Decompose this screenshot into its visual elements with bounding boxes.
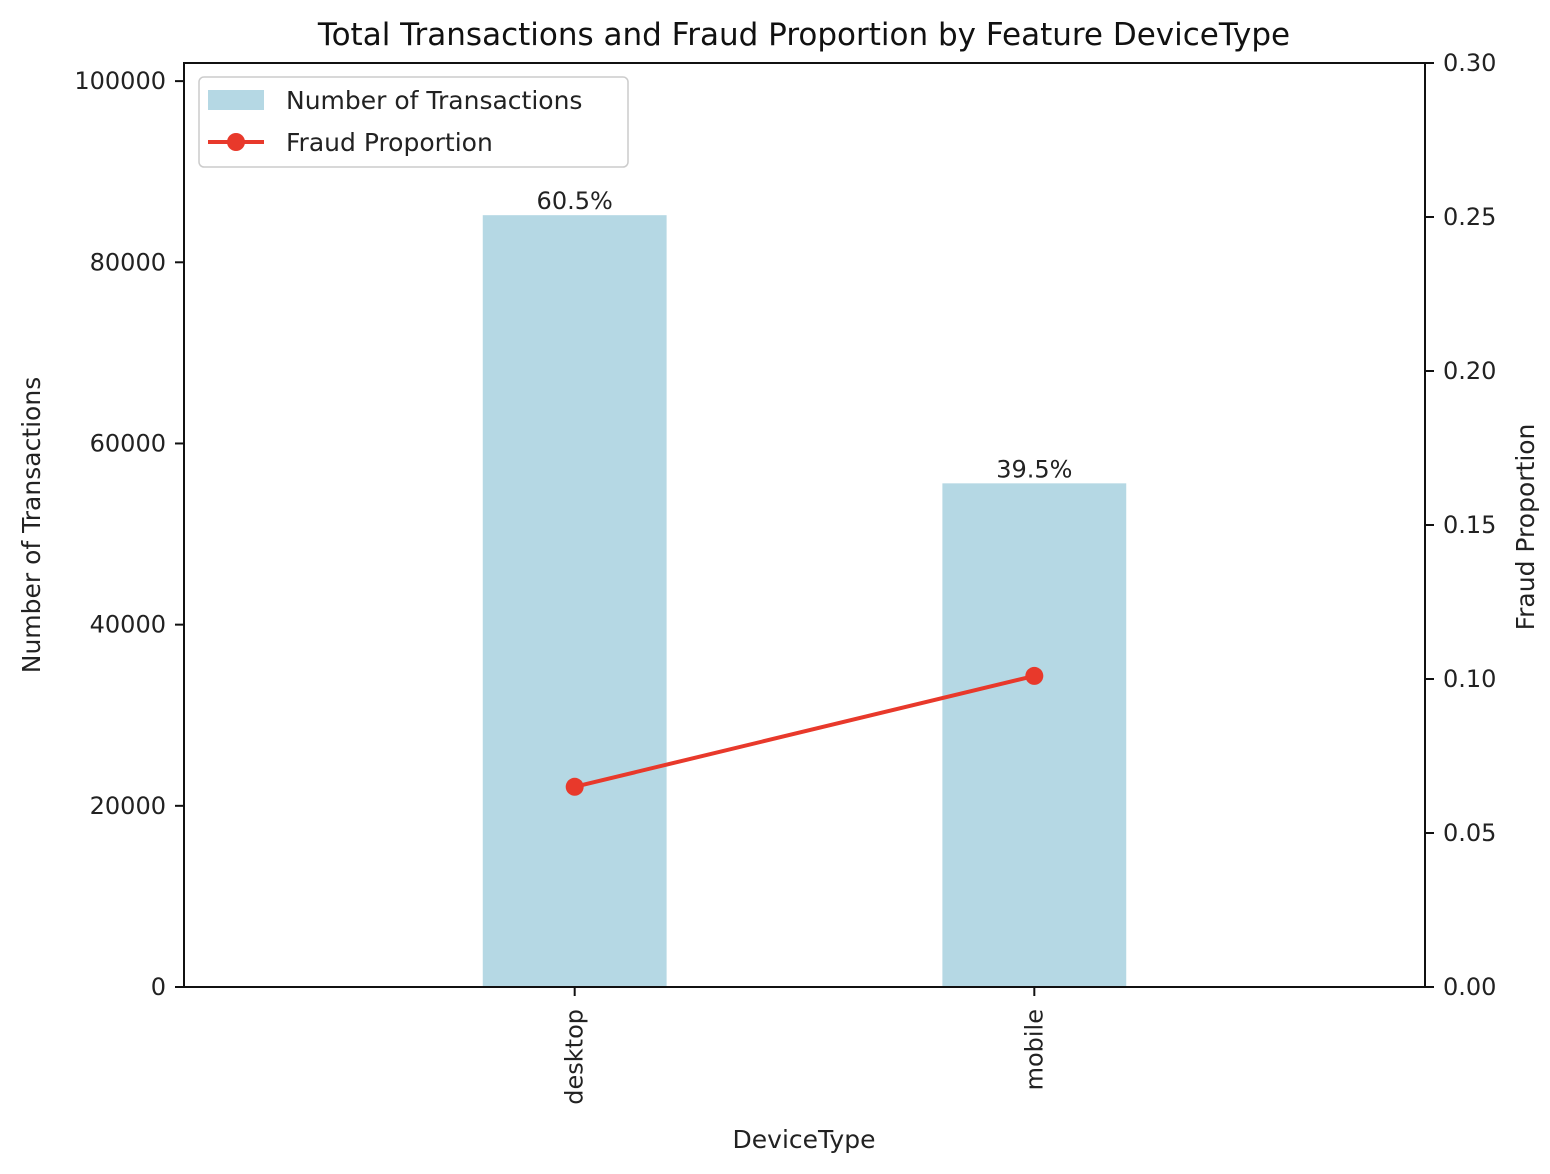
chart-title: Total Transactions and Fraud Proportion … <box>317 17 1290 53</box>
legend: Number of Transactions Fraud Proportion <box>198 76 629 168</box>
x-axis: desktop mobile <box>561 987 1048 1105</box>
legend-label-fraud: Fraud Proportion <box>286 128 493 157</box>
bar-label-mobile: 39.5% <box>996 455 1072 483</box>
y-tick-label: 80000 <box>90 248 166 276</box>
right-axis: 0.00 0.05 0.10 0.15 0.20 0.25 0.30 <box>1425 49 1496 1001</box>
y2-tick-label: 0.00 <box>1443 973 1496 1001</box>
y-tick-label: 60000 <box>90 429 166 457</box>
bar-desktop <box>482 215 667 987</box>
y-tick-label: 100000 <box>74 67 166 95</box>
line-layer <box>565 666 1044 796</box>
legend-label-transactions: Number of Transactions <box>286 86 582 115</box>
fraud-proportion-line <box>574 673 1035 789</box>
y2-axis-title: Fraud Proportion <box>1511 424 1540 631</box>
left-axis: 0 20000 40000 60000 80000 100000 <box>74 67 184 1001</box>
x-axis-title: DeviceType <box>733 1125 876 1154</box>
y2-tick-label: 0.10 <box>1443 665 1496 693</box>
bar-mobile <box>942 483 1127 987</box>
fraud-point-desktop <box>565 777 584 796</box>
legend-swatch-fraud-marker <box>227 133 245 151</box>
legend-box <box>198 76 629 168</box>
y-tick-label: 40000 <box>90 611 166 639</box>
y2-tick-label: 0.25 <box>1443 203 1496 231</box>
y2-tick-label: 0.20 <box>1443 357 1496 385</box>
y2-tick-label: 0.05 <box>1443 819 1496 847</box>
bars-layer: 60.5% 39.5% <box>482 187 1127 987</box>
legend-swatch-transactions <box>208 90 264 110</box>
y2-tick-label: 0.30 <box>1443 49 1496 77</box>
x-tick-label-desktop: desktop <box>561 1009 589 1105</box>
fraud-point-mobile <box>1025 666 1044 685</box>
y2-tick-label: 0.15 <box>1443 511 1496 539</box>
x-tick-label-mobile: mobile <box>1020 1009 1048 1090</box>
y-axis-title: Number of Transactions <box>17 377 46 673</box>
y-tick-label: 0 <box>151 973 166 1001</box>
bar-label-desktop: 60.5% <box>537 187 613 215</box>
y-tick-label: 20000 <box>90 792 166 820</box>
